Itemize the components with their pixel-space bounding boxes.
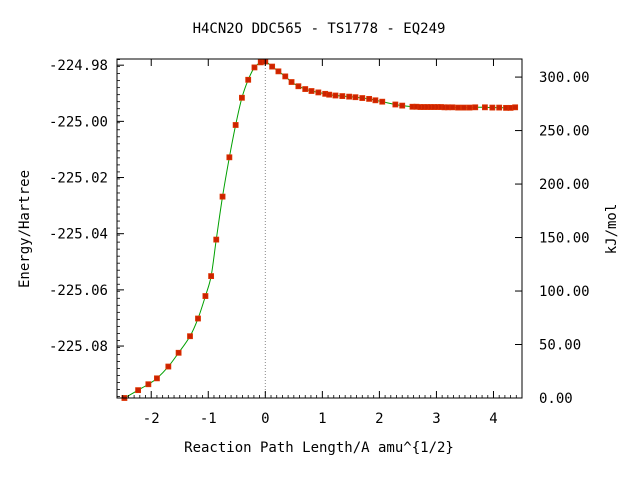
data-point [226, 154, 233, 161]
data-point [295, 83, 302, 90]
series-line [124, 60, 516, 399]
data-point [208, 273, 215, 280]
data-point [472, 104, 479, 111]
x-axis-label: Reaction Path Length/A amu^{1/2} [184, 440, 454, 456]
y2-tick-label: 150.00 [539, 231, 590, 247]
data-point [315, 89, 322, 96]
data-point [135, 387, 142, 394]
data-point [213, 236, 220, 243]
data-point [202, 293, 209, 299]
data-point [275, 68, 282, 75]
data-point [239, 94, 245, 101]
data-point [269, 63, 276, 70]
data-point [165, 363, 172, 370]
x-tick-label: -1 [200, 411, 217, 427]
x-tick-label: 0 [261, 411, 269, 427]
x-tick-labels: -2 -1 0 1 2 3 4 [143, 411, 498, 427]
data-point [326, 91, 333, 98]
y-tick-labels: -224.98 -225.00 -225.02 -225.04 -225.06 -225.… [49, 58, 108, 355]
data-point [288, 79, 295, 85]
data-point [466, 104, 473, 111]
y-tick-label: -225.06 [49, 283, 108, 299]
data-point [251, 64, 258, 71]
data-point [195, 315, 201, 322]
x-tick-label: 4 [489, 411, 497, 427]
data-point [339, 93, 346, 99]
x-tick-label: 1 [318, 411, 326, 427]
y2-tick-label: 50.00 [539, 338, 581, 354]
data-point [302, 86, 309, 92]
tick-marks-layer [117, 59, 522, 399]
data-point [359, 95, 366, 101]
data-point [219, 193, 226, 200]
x-tick-label: 2 [375, 411, 383, 427]
y2-axis-label: kJ/mol [604, 204, 620, 255]
data-point [187, 333, 193, 340]
y2-tick-labels: 0.00 50.00 100.00 150.00 200.00 250.00 300.00 [539, 70, 590, 407]
data-point [282, 73, 289, 80]
x-tick-label: 3 [432, 411, 440, 427]
data-point [489, 104, 496, 111]
data-point [482, 104, 488, 111]
y-tick-label: -225.04 [49, 227, 108, 243]
data-point [352, 94, 359, 101]
y-axis-label: Energy/Hartree [17, 170, 33, 288]
series-line-layer [124, 60, 516, 399]
data-point [366, 95, 373, 102]
data-point [308, 88, 315, 94]
data-point [232, 122, 239, 128]
y2-tick-label: 250.00 [539, 124, 590, 140]
data-point [455, 104, 462, 111]
data-point [449, 104, 456, 111]
y-tick-label: -225.02 [49, 171, 108, 187]
data-point [245, 76, 252, 83]
y2-tick-label: 200.00 [539, 177, 590, 193]
y2-tick-label: 300.00 [539, 70, 590, 86]
y-tick-label: -224.98 [49, 58, 108, 74]
data-point [346, 93, 353, 100]
x-tick-label: -2 [143, 411, 160, 427]
data-point [154, 375, 160, 382]
data-point [460, 104, 467, 111]
data-point [379, 98, 386, 105]
y2-tick-label: 100.00 [539, 284, 590, 300]
plot-frame [116, 58, 523, 399]
data-point [496, 104, 503, 111]
y-tick-label: -225.08 [49, 339, 108, 355]
data-point [512, 104, 519, 111]
data-point [145, 381, 152, 388]
y-tick-label: -225.00 [49, 114, 108, 130]
data-point [332, 92, 339, 99]
chart-title: H4CN2O DDC565 - TS1778 - EQ249 [193, 21, 446, 37]
data-point [392, 101, 399, 108]
data-point [175, 349, 182, 356]
data-point [372, 97, 379, 104]
data-point [399, 102, 406, 109]
y2-tick-label: 0.00 [539, 391, 573, 407]
